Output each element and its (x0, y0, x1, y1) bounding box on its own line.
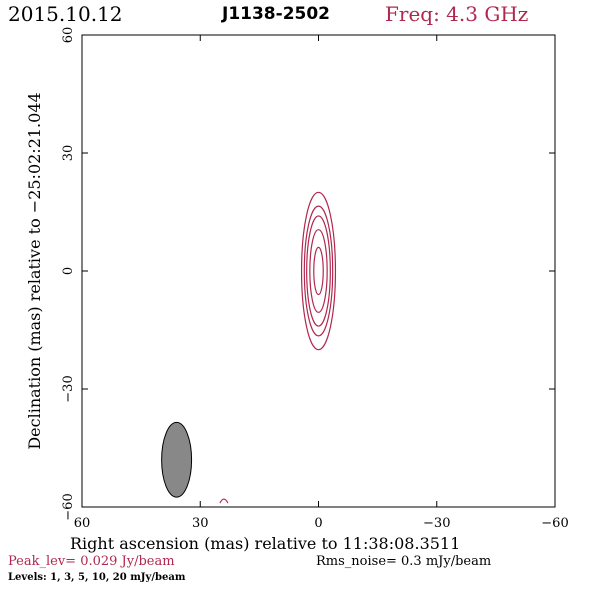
frequency-label: Freq: 4.3 GHz (385, 2, 529, 26)
contour-ring (313, 246, 324, 296)
peak-level: Peak_lev= 0.029 Jy/beam (8, 554, 175, 569)
contour-ring (309, 229, 328, 313)
source-name: J1138-2502 (222, 4, 331, 24)
contour-ring (306, 215, 331, 327)
axis-tick-labels: 60 30 0 −30 −60 −60 −30 0 30 60 (61, 27, 569, 531)
contour-lines (219, 191, 337, 504)
x-tick-label: −30 (423, 516, 450, 531)
y-tick-label: −60 (61, 493, 76, 520)
y-tick-label: 30 (61, 145, 76, 162)
x-tick-label: 0 (314, 516, 322, 531)
x-tick-label: −60 (541, 516, 568, 531)
rms-noise: Rms_noise= 0.3 mJy/beam (316, 554, 492, 569)
x-axis-label: Right ascension (mas) relative to 11:38:… (70, 534, 461, 553)
contour-levels: Levels: 1, 3, 5, 10, 20 mJy/beam (8, 572, 186, 583)
contour-ring (303, 205, 334, 337)
x-tick-label: 30 (192, 516, 209, 531)
x-tick-label: 60 (74, 516, 91, 531)
y-tick-label: 60 (61, 27, 76, 44)
plot-frame (81, 34, 556, 508)
beam-layer (161, 421, 193, 498)
noise-contour (219, 498, 229, 504)
axis-ticks (81, 34, 556, 508)
y-axis-label: Declination (mas) relative to −25:02:21.… (25, 92, 44, 449)
y-tick-label: −30 (61, 375, 76, 402)
beam-ellipse (161, 421, 193, 498)
contour-ring (300, 191, 337, 351)
observation-date: 2015.10.12 (8, 2, 123, 26)
y-tick-label: 0 (61, 267, 76, 275)
